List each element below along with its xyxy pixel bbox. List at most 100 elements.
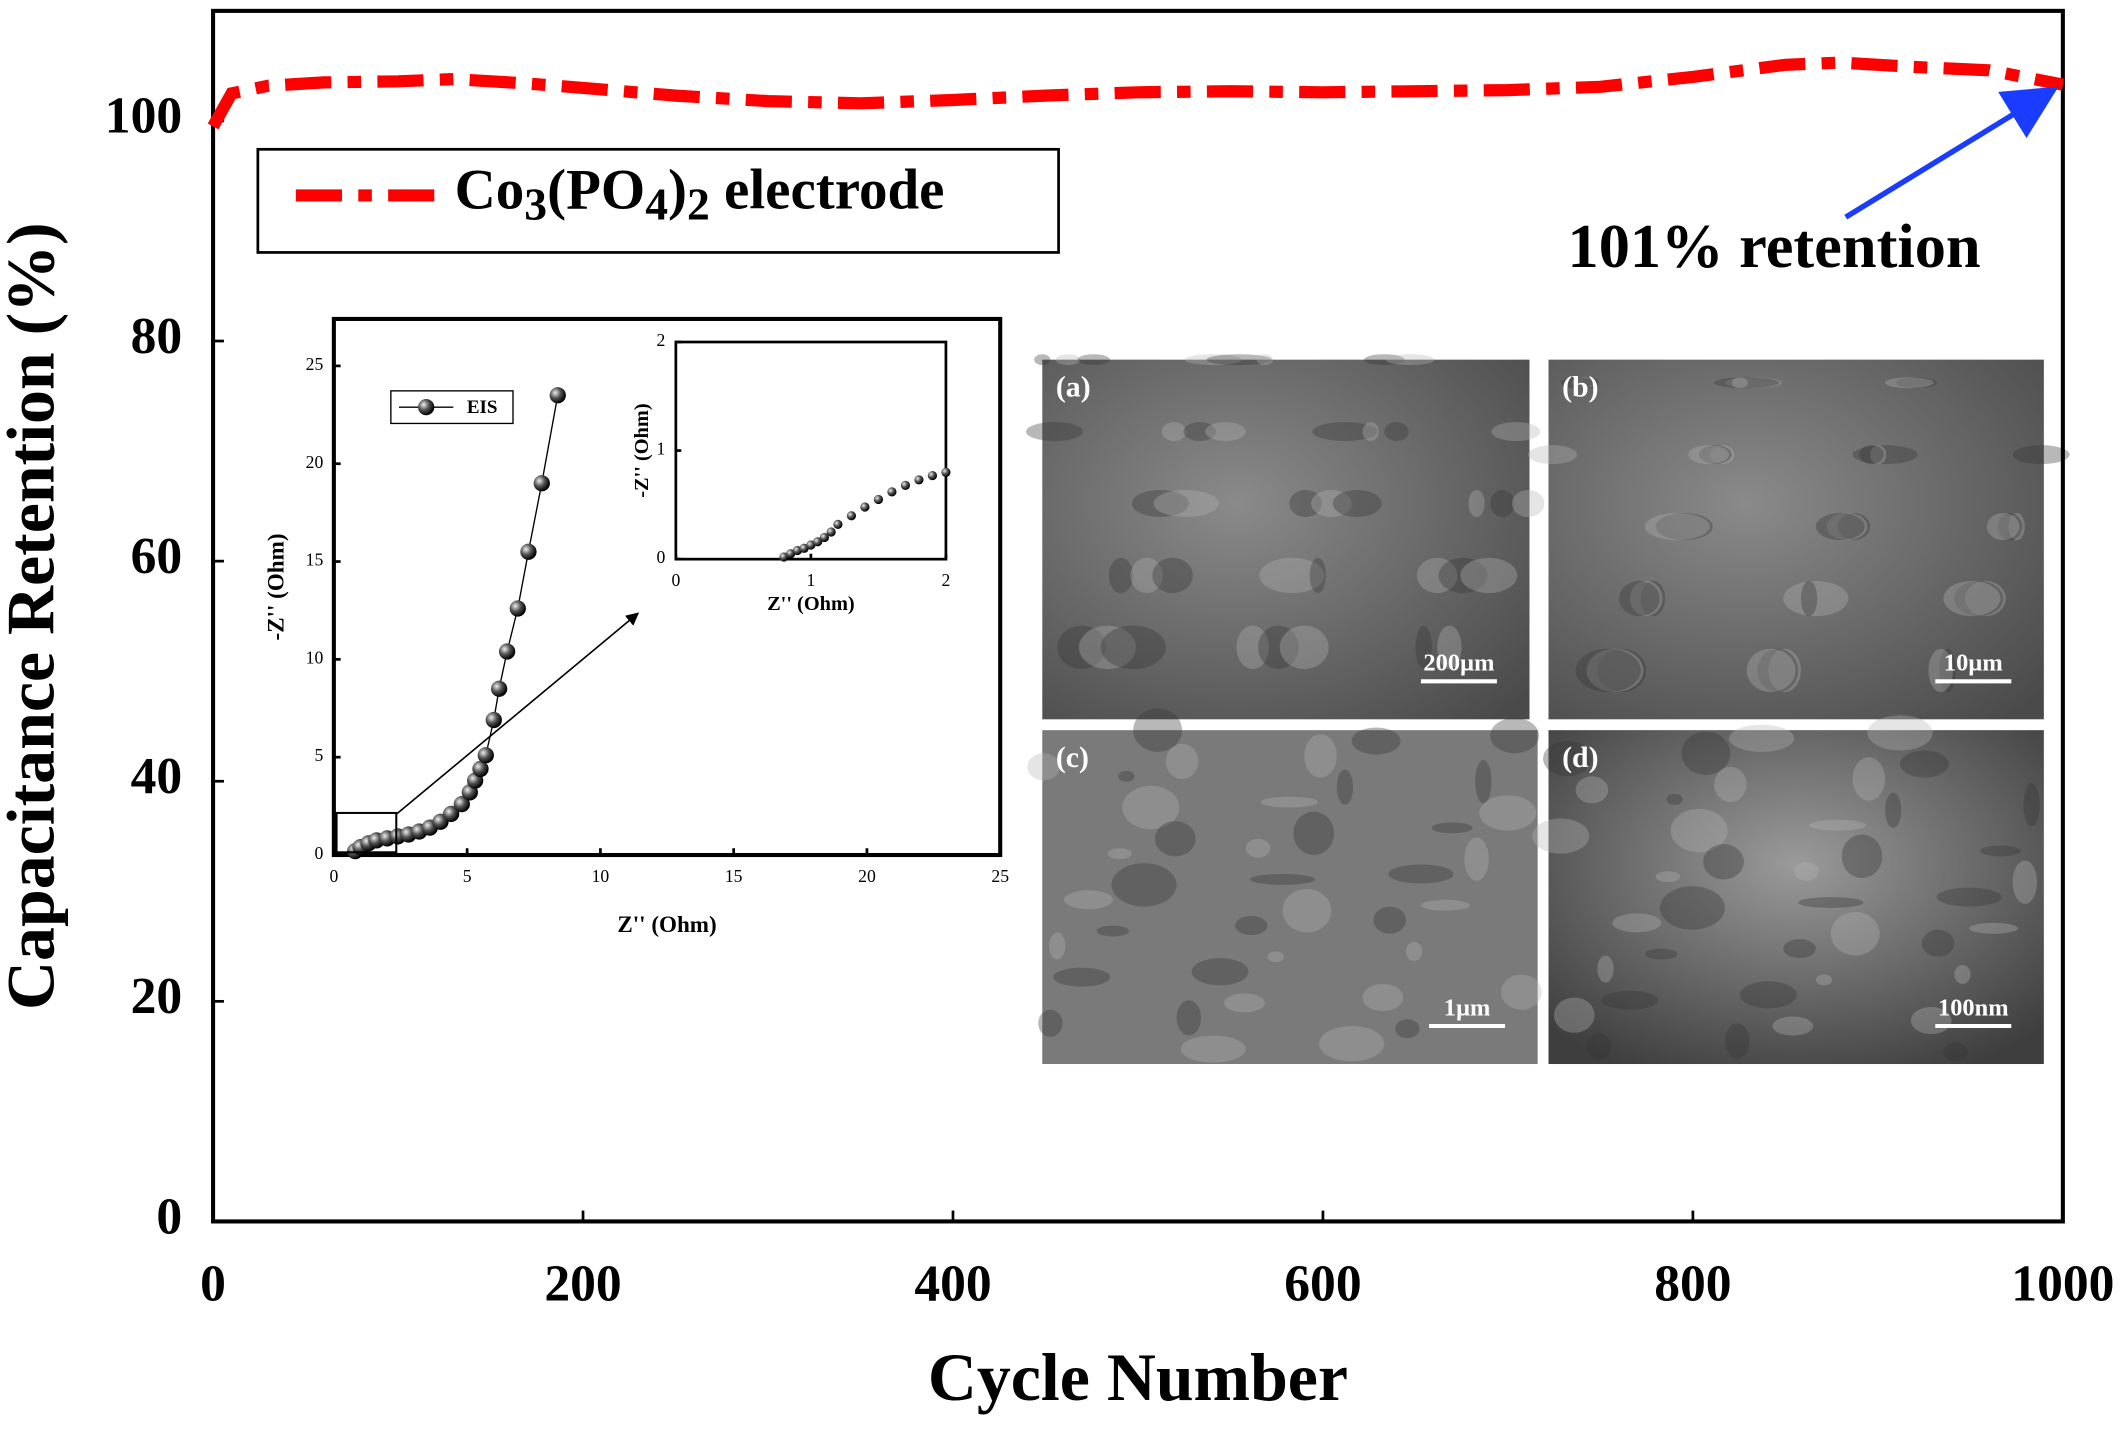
sem-texture (1772, 1016, 1814, 1036)
legend-label: Co3(PO4)2 electrode (455, 159, 945, 230)
annotation-arrow (1844, 86, 2059, 220)
x-tick-label: 600 (1284, 1255, 1361, 1312)
sem-texture (1757, 648, 1799, 693)
sem-texture (1336, 769, 1354, 805)
sem-texture (1619, 580, 1660, 617)
sem-texture (1809, 819, 1867, 831)
sem-texture (1064, 890, 1113, 910)
sem-texture (1130, 557, 1164, 594)
sem-texture (1260, 796, 1318, 808)
sem-texture (1900, 750, 1949, 778)
sem-label: (b) (1562, 370, 1598, 403)
data-point (498, 643, 516, 660)
sem-texture (1395, 1019, 1420, 1039)
sem-texture (1586, 648, 1644, 693)
sem-texture (1794, 861, 1819, 881)
y-tick-label: 0 (314, 843, 323, 863)
sem-texture (1312, 422, 1378, 442)
sem-texture (1161, 422, 1187, 442)
sem-texture (1385, 354, 1435, 366)
y-tick-label: 20 (306, 452, 324, 472)
sem-texture (1267, 951, 1284, 963)
y-axis-title: -Z'' (Ohm) (631, 403, 653, 497)
sem-texture (1852, 445, 1918, 465)
sem-texture (1282, 888, 1332, 933)
sem-texture (1026, 422, 1083, 442)
sem-texture (1415, 625, 1432, 670)
sem-image (1548, 730, 2044, 1065)
sem-texture (1800, 580, 1818, 617)
sem-texture (1475, 760, 1492, 804)
sem-texture (1655, 871, 1681, 883)
sem-texture (1560, 377, 1594, 389)
sem-texture (1100, 625, 1166, 670)
data-point (846, 511, 857, 521)
data-point (813, 537, 823, 547)
sem-texture (1659, 886, 1725, 930)
sem-texture (1027, 753, 1060, 781)
sem-texture (1258, 625, 1299, 670)
sem-texture (1118, 770, 1135, 782)
sem-texture (1815, 513, 1865, 541)
sem-texture (1655, 513, 1713, 541)
sem-texture (1768, 648, 1801, 693)
x-tick-label: 0 (671, 570, 680, 590)
sem-texture (1986, 513, 2020, 541)
sem-texture (1420, 899, 1470, 911)
sem-texture (1936, 887, 2002, 907)
sem-texture (1205, 422, 1246, 442)
x-axis-title: Z'' (Ohm) (617, 911, 716, 937)
sem-texture (1416, 557, 1458, 594)
sem-texture (1714, 766, 1747, 803)
sem-texture (1057, 625, 1107, 670)
sem-texture (1532, 818, 1590, 854)
sem-texture (1980, 845, 2021, 857)
sem-texture (1943, 580, 2001, 617)
data-point (914, 475, 924, 485)
sem-texture (1438, 557, 1488, 594)
sem-texture (1309, 557, 1326, 594)
sem-texture (1388, 864, 1454, 884)
sem-texture (1841, 834, 1883, 879)
x-tick-label: 2 (942, 570, 951, 590)
sem-texture (1206, 354, 1272, 366)
x-tick-label: 0 (200, 1255, 226, 1312)
sem-texture (1490, 489, 1515, 518)
data-point (873, 494, 884, 505)
sem-texture (1107, 848, 1132, 860)
x-tick-label: 400 (914, 1255, 991, 1312)
x-tick-label: 20 (858, 866, 876, 886)
sem-texture (1184, 354, 1242, 366)
sem-texture (1131, 489, 1189, 518)
sem-texture (1815, 974, 1833, 986)
sem-texture (1553, 997, 1595, 1033)
y-tick-label: 2 (656, 330, 665, 350)
x-tick-label: 0 (329, 866, 338, 886)
x-tick-label: 5 (463, 866, 472, 886)
sem-texture (1464, 837, 1489, 881)
sem-texture (1431, 822, 1473, 834)
sem-texture (1852, 757, 1886, 801)
y-tick-label: 100 (105, 88, 182, 145)
sem-texture (1289, 489, 1322, 518)
plot-frame (211, 8, 2065, 1224)
sem-texture (1152, 557, 1193, 594)
sem-texture (1954, 580, 2004, 617)
sem-texture (1739, 981, 1797, 1009)
sem-texture (2008, 513, 2025, 541)
data-point (453, 796, 470, 813)
sem-texture (2012, 445, 2070, 465)
x-tick-label: 800 (1654, 1255, 1731, 1312)
sem-texture (1586, 1032, 1611, 1060)
annotation: 101% retention (1568, 211, 1981, 281)
sem-texture (1969, 922, 2019, 934)
sem-texture (1644, 513, 1710, 541)
sem-texture (1049, 932, 1066, 960)
sem-texture (1867, 715, 1933, 751)
sem-texture (1714, 377, 1780, 389)
data-point (533, 475, 550, 492)
sem-texture (1710, 445, 1735, 465)
sem-texture (1332, 489, 1382, 518)
sem-texture (1111, 863, 1177, 907)
